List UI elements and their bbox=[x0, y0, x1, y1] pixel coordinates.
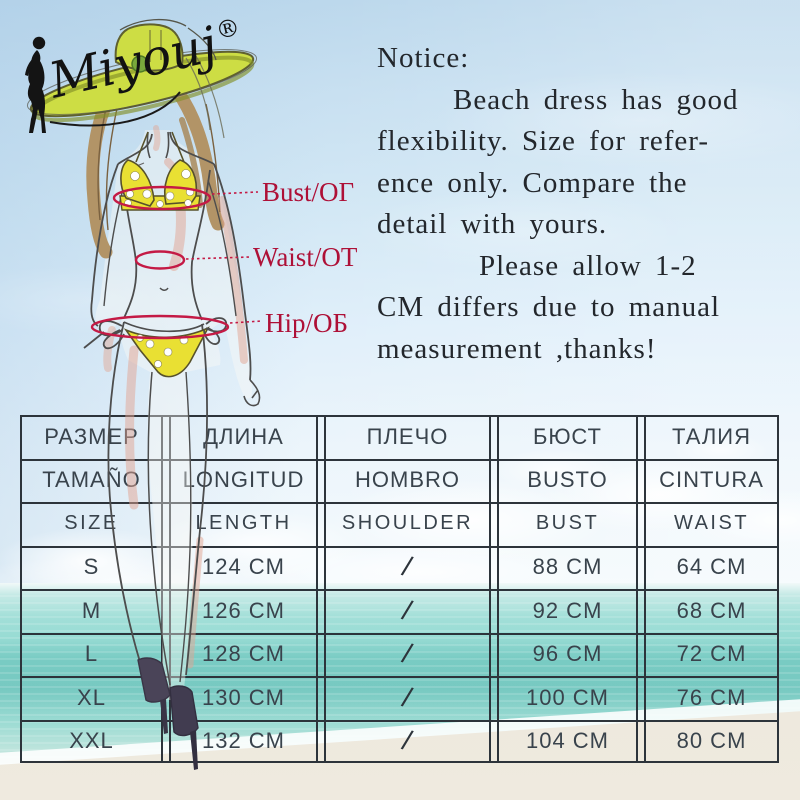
table-cell: 126 CM bbox=[201, 597, 286, 623]
table-cell: 124 CM bbox=[201, 554, 286, 580]
table-column-box bbox=[644, 415, 779, 763]
table-header-cell: WAIST bbox=[673, 512, 750, 535]
notice-line: flexibility. Size for refer- bbox=[377, 125, 710, 157]
size-table: РАЗМЕР ДЛИНА ПЛЕЧО БЮСТ ТАЛИЯ TAMAÑO LON… bbox=[20, 415, 779, 763]
table-cell: 96 CM bbox=[532, 641, 603, 667]
notice-line: detail with yours. bbox=[377, 208, 608, 240]
table-cell-size: XXL bbox=[69, 728, 114, 754]
table-cell: 76 CM bbox=[676, 684, 747, 710]
table-cell: / bbox=[399, 594, 417, 627]
table-row-line bbox=[20, 502, 779, 504]
table-cell: 68 CM bbox=[676, 597, 747, 623]
table-header-cell: LENGTH bbox=[195, 512, 292, 535]
table-header-cell: ПЛЕЧО bbox=[366, 423, 449, 449]
bust-label: Bust/ОГ bbox=[262, 177, 355, 207]
table-header-cell: HOMBRO bbox=[355, 467, 460, 493]
table-cell-size: L bbox=[84, 641, 99, 667]
table-row-line bbox=[20, 545, 779, 548]
table-cell: 72 CM bbox=[676, 641, 747, 667]
table-cell: 100 CM bbox=[525, 684, 610, 710]
table-header-cell: TAMAÑO bbox=[42, 467, 141, 493]
size-table-grid: РАЗМЕР ДЛИНА ПЛЕЧО БЮСТ ТАЛИЯ TAMAÑO LON… bbox=[20, 415, 779, 763]
hip-label: Hip/ОБ bbox=[265, 308, 349, 338]
table-cell: / bbox=[399, 681, 417, 714]
table-cell: 92 CM bbox=[532, 597, 603, 623]
notice-block: Notice: Beach dress has good flexibility… bbox=[377, 38, 793, 370]
table-column-box bbox=[497, 415, 638, 763]
table-header-cell: LONGITUD bbox=[182, 467, 305, 493]
table-column-box bbox=[324, 415, 491, 763]
notice-line: CM differs due to manual bbox=[377, 291, 721, 323]
table-cell: 104 CM bbox=[525, 728, 610, 754]
table-row-line bbox=[20, 676, 779, 678]
table-cell-size: M bbox=[81, 597, 102, 623]
table-header-cell: BUSTO bbox=[527, 467, 608, 493]
table-header-cell: ДЛИНА bbox=[203, 423, 284, 449]
table-cell: 130 CM bbox=[201, 684, 286, 710]
table-cell: 88 CM bbox=[532, 554, 603, 580]
notice-line: ence only. Compare the bbox=[377, 166, 688, 199]
table-cell: 80 CM bbox=[676, 728, 747, 754]
waist-label: Waist/ОТ bbox=[253, 242, 358, 272]
table-header-cell: SHOULDER bbox=[341, 512, 474, 535]
table-header-cell: БЮСТ bbox=[532, 423, 602, 449]
table-row-line bbox=[20, 719, 779, 722]
notice-line: Beach dress has good bbox=[453, 83, 739, 116]
table-cell: / bbox=[399, 637, 417, 670]
notice-title: Notice: bbox=[377, 42, 470, 74]
table-cell: 64 CM bbox=[676, 554, 747, 580]
table-header-cell: CINTURA bbox=[659, 467, 764, 493]
notice-line: Please allow 1-2 bbox=[479, 249, 697, 282]
table-cell: / bbox=[399, 550, 417, 583]
table-cell-size: S bbox=[83, 554, 100, 580]
table-row-line bbox=[20, 632, 779, 635]
table-cell: 128 CM bbox=[201, 641, 286, 667]
table-row-line bbox=[20, 415, 779, 417]
table-cell: 132 CM bbox=[201, 728, 286, 754]
table-header-cell: ТАЛИЯ bbox=[671, 423, 751, 449]
table-cell-size: XL bbox=[77, 684, 106, 710]
table-header-cell: SIZE bbox=[64, 512, 119, 535]
table-header-cell: BUST bbox=[535, 512, 600, 535]
table-row-line bbox=[20, 458, 779, 461]
table-row-line bbox=[20, 589, 779, 591]
table-cell: / bbox=[399, 724, 417, 757]
table-row-line bbox=[20, 761, 779, 763]
table-header-cell: РАЗМЕР bbox=[44, 423, 139, 449]
notice-line: measurement ,thanks! bbox=[377, 332, 657, 365]
